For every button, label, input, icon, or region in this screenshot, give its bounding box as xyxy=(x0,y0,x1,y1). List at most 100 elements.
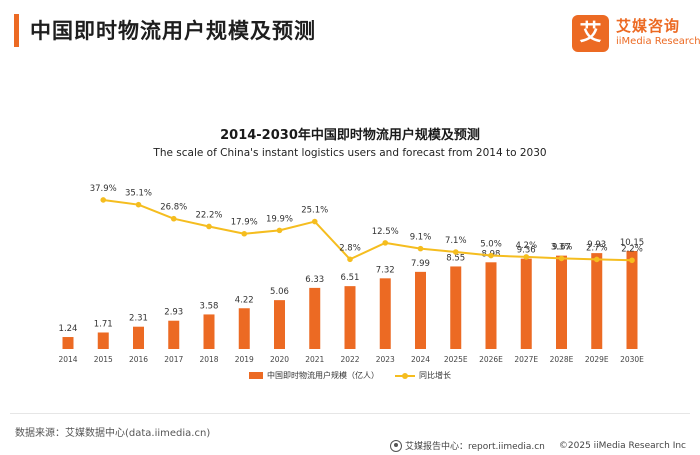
footer-divider xyxy=(10,413,690,414)
growth-label-2021: 25.1% xyxy=(301,206,328,216)
x-tick-2028E: 2028E xyxy=(550,355,574,364)
growth-label-2019: 17.9% xyxy=(231,218,258,228)
bar-label-2022: 6.51 xyxy=(341,273,360,283)
bar-2027E xyxy=(520,258,532,349)
growth-label-2025E: 7.1% xyxy=(445,236,467,246)
growth-point-2026E xyxy=(488,252,494,259)
bar-2024 xyxy=(415,271,426,349)
title-accent-bar xyxy=(14,14,19,47)
footer-report-center: 艾媒报告中心：report.iimedia.cn xyxy=(404,442,545,452)
bar-2022 xyxy=(344,286,356,349)
bar-label-2023: 7.32 xyxy=(376,265,395,275)
growth-point-2015 xyxy=(100,197,107,203)
growth-point-2016 xyxy=(135,201,142,208)
bar-2014 xyxy=(62,337,74,349)
x-tick-2024: 2024 xyxy=(411,355,430,364)
brand-logo-icon: 艾 xyxy=(572,15,609,52)
growth-line xyxy=(103,198,633,262)
bar-2025E xyxy=(450,266,462,349)
x-tick-2017: 2017 xyxy=(164,355,183,364)
bar-label-2020: 5.06 xyxy=(270,287,289,297)
brand-logo-char: 艾 xyxy=(579,21,602,46)
footer-right: 艾媒报告中心：report.iimedia.cn ©2025 iiMedia R… xyxy=(389,439,686,452)
x-tick-2019: 2019 xyxy=(235,355,254,364)
growth-point-2020 xyxy=(276,227,283,234)
growth-label-2030E: 2.2% xyxy=(621,244,643,254)
x-tick-2029E: 2029E xyxy=(585,355,609,364)
bar-label-2017: 2.93 xyxy=(164,308,183,318)
bar-2023 xyxy=(379,278,391,349)
bar-2017 xyxy=(168,320,180,349)
x-tick-2026E: 2026E xyxy=(479,355,503,364)
x-tick-2023: 2023 xyxy=(376,355,395,364)
growth-point-2029E xyxy=(593,256,600,263)
chart-title: 2014-2030年中国即时物流用户规模及预测 xyxy=(220,128,480,143)
growth-label-2023: 12.5% xyxy=(372,227,399,237)
growth-point-2021 xyxy=(311,218,318,225)
x-tick-2018: 2018 xyxy=(199,355,218,364)
growth-label-2022: 2.8% xyxy=(339,243,361,253)
growth-point-2028E xyxy=(558,255,565,262)
growth-label-2026E: 5.0% xyxy=(480,240,502,250)
bar-label-2025E: 8.55 xyxy=(446,253,465,263)
bar-label-2015: 1.71 xyxy=(94,319,113,329)
bar-2030E xyxy=(626,251,638,349)
chart-subtitle: The scale of China's instant logistics u… xyxy=(153,147,547,159)
bar-2015 xyxy=(97,332,109,349)
growth-label-2015: 37.9% xyxy=(90,184,117,194)
chart-legend: 中国即时物流用户规模（亿人） 同比增长 xyxy=(0,370,700,381)
bar-2020 xyxy=(274,300,285,349)
legend-label-growth: 同比增长 xyxy=(419,371,451,380)
x-tick-2027E: 2027E xyxy=(514,355,538,364)
legend-item-users: 中国即时物流用户规模（亿人） xyxy=(249,370,379,381)
growth-point-2022 xyxy=(347,256,353,263)
bar-2019 xyxy=(238,308,250,349)
growth-point-2017 xyxy=(170,215,177,222)
growth-label-2029E: 2.7% xyxy=(586,243,608,253)
bar-2016 xyxy=(133,326,144,349)
footer-copyright: ©2025 iiMedia Research Inc xyxy=(558,440,686,451)
growth-label-2028E: 3.3% xyxy=(551,242,573,252)
legend-item-growth: 同比增长 xyxy=(395,370,451,381)
legend-label-users: 中国即时物流用户规模（亿人） xyxy=(267,371,379,380)
bar-label-2016: 2.31 xyxy=(129,314,148,324)
growth-point-2025E xyxy=(452,249,459,255)
bar-label-2018: 3.58 xyxy=(200,301,219,311)
bar-2028E xyxy=(556,255,567,349)
growth-point-2018 xyxy=(206,223,212,230)
bar-label-2021: 6.33 xyxy=(305,275,324,285)
brand-subtitle: iiMedia Research xyxy=(616,36,700,47)
growth-label-2018: 22.2% xyxy=(195,210,222,220)
legend-line-swatch xyxy=(395,372,415,380)
growth-point-2019 xyxy=(241,230,248,237)
growth-label-2016: 35.1% xyxy=(125,189,152,199)
growth-point-2027E xyxy=(523,254,530,260)
bar-label-2029E: 9.93 xyxy=(587,240,606,250)
x-tick-2014: 2014 xyxy=(58,355,77,364)
x-tick-2016: 2016 xyxy=(129,355,148,364)
x-tick-2015: 2015 xyxy=(94,355,113,364)
bar-label-2028E: 9.67 xyxy=(552,243,571,253)
growth-point-2030E xyxy=(629,257,635,264)
bar-2029E xyxy=(591,253,603,349)
bar-label-2024: 7.99 xyxy=(411,259,430,269)
legend-bar-swatch xyxy=(249,372,263,379)
page-title: 中国即时物流用户规模及预测 xyxy=(30,19,316,43)
report-center-icon xyxy=(389,439,402,452)
x-tick-2030E: 2030E xyxy=(620,355,644,364)
growth-label-2027E: 4.2% xyxy=(515,241,537,251)
x-tick-2021: 2021 xyxy=(305,355,324,364)
bar-label-2030E: 10.15 xyxy=(620,238,644,248)
growth-point-2023 xyxy=(382,240,389,246)
growth-point-2024 xyxy=(417,245,424,252)
bar-label-2014: 1.24 xyxy=(59,324,78,334)
growth-label-2017: 26.8% xyxy=(160,203,187,213)
x-tick-2022: 2022 xyxy=(340,355,359,364)
footer-source: 数据来源：艾媒数据中心(data.iimedia.cn) xyxy=(15,428,211,439)
bar-2018 xyxy=(203,314,215,349)
brand-name: 艾媒咨询 xyxy=(616,17,681,35)
x-tick-2020: 2020 xyxy=(270,355,289,364)
bar-label-2019: 4.22 xyxy=(235,295,254,305)
brand: 艾 艾媒咨询 iiMedia Research xyxy=(572,15,700,55)
